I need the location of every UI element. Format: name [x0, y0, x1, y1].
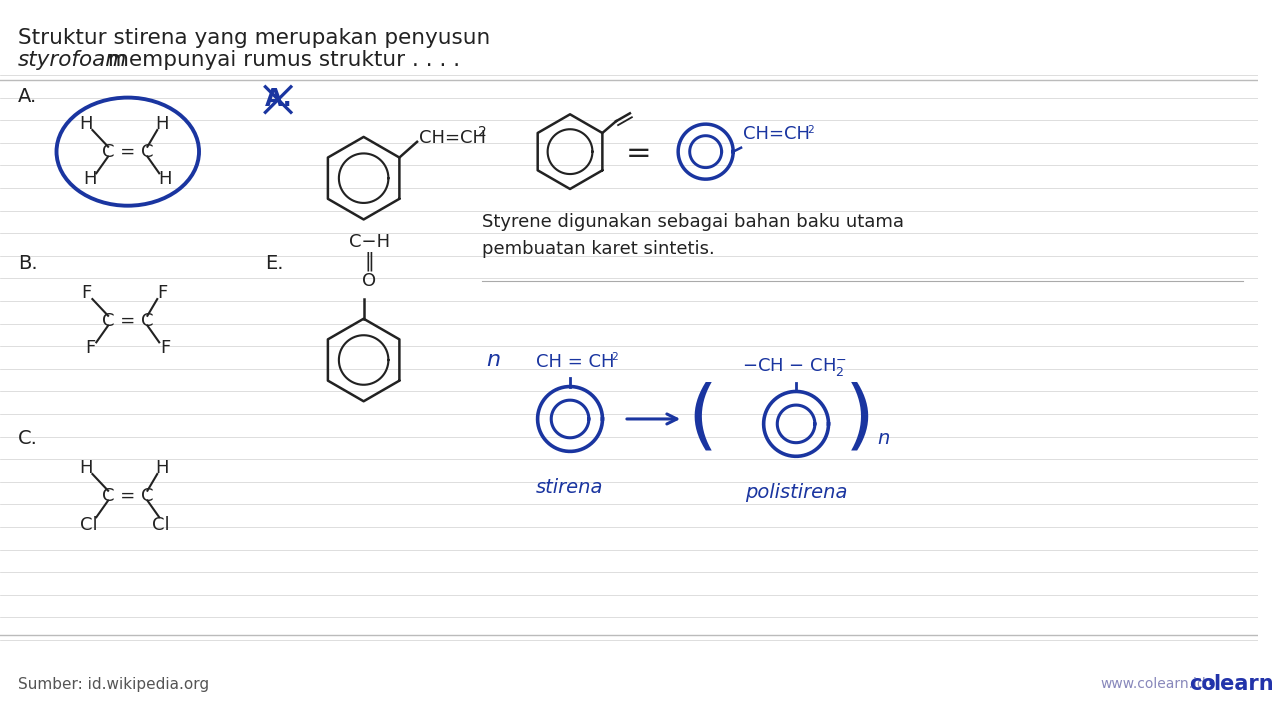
Text: H: H	[79, 459, 93, 477]
Text: ‖: ‖	[365, 252, 375, 271]
Text: H: H	[155, 115, 169, 133]
Text: F: F	[86, 339, 96, 357]
Text: mempunyai rumus struktur . . . .: mempunyai rumus struktur . . . .	[101, 50, 461, 71]
Text: 2: 2	[477, 125, 486, 139]
Text: C = C: C = C	[102, 487, 154, 505]
Text: C = C: C = C	[102, 143, 154, 161]
Text: A.: A.	[265, 87, 293, 111]
Text: ): )	[845, 382, 874, 456]
Text: co: co	[1189, 675, 1216, 694]
Text: CH=CH: CH=CH	[419, 129, 486, 147]
Text: C = C: C = C	[102, 312, 154, 330]
Text: $_2$: $_2$	[612, 348, 620, 363]
Text: CH=CH: CH=CH	[742, 125, 810, 143]
Text: www.colearn.id: www.colearn.id	[1101, 678, 1207, 691]
Text: n: n	[878, 429, 890, 448]
Text: n: n	[486, 350, 500, 370]
Text: E.: E.	[265, 254, 284, 273]
Text: F: F	[82, 284, 92, 302]
Text: H: H	[83, 170, 97, 188]
Text: Cl: Cl	[79, 516, 97, 534]
Text: H: H	[159, 170, 172, 188]
Text: B.: B.	[18, 254, 37, 273]
Text: styrofoam: styrofoam	[18, 50, 127, 71]
Text: C.: C.	[18, 429, 37, 448]
Text: F: F	[160, 339, 170, 357]
Text: Sumber: id.wikipedia.org: Sumber: id.wikipedia.org	[18, 677, 209, 692]
Text: H: H	[155, 459, 169, 477]
Text: =: =	[626, 139, 652, 168]
Text: $_2$: $_2$	[806, 120, 814, 135]
Text: Cl: Cl	[152, 516, 170, 534]
Text: pembuatan karet sintetis.: pembuatan karet sintetis.	[481, 240, 714, 258]
Text: Struktur stirena yang merupakan penyusun: Struktur stirena yang merupakan penyusun	[18, 28, 490, 48]
Text: ·: ·	[1207, 672, 1216, 696]
Text: polistirena: polistirena	[745, 483, 847, 502]
Text: (: (	[687, 382, 718, 456]
Text: F: F	[157, 284, 168, 302]
Text: O: O	[362, 272, 376, 290]
Text: C−H: C−H	[349, 233, 390, 251]
Text: Styrene digunakan sebagai bahan baku utama: Styrene digunakan sebagai bahan baku uta…	[481, 212, 904, 230]
Text: learn: learn	[1212, 675, 1274, 694]
Text: H: H	[79, 115, 93, 133]
Text: A.: A.	[18, 87, 37, 106]
Text: CH = CH: CH = CH	[535, 353, 614, 371]
Text: $-$CH $-$ CH$_2^{-}$: $-$CH $-$ CH$_2^{-}$	[742, 356, 847, 378]
Text: stirena: stirena	[536, 478, 604, 497]
